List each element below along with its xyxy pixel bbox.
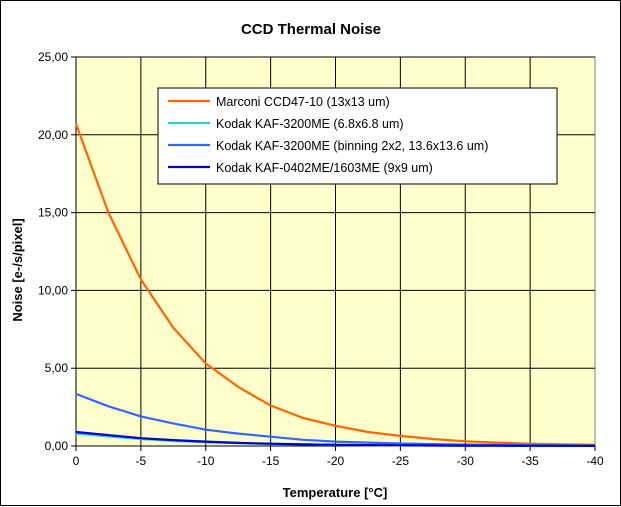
x-tick-label: -40 <box>586 454 604 468</box>
x-tick-label: -25 <box>392 454 410 468</box>
x-tick-label: -30 <box>457 454 475 468</box>
y-tick-label: 15,00 <box>38 206 68 220</box>
y-axis-label: Noise [e-/s/pixel] <box>10 218 25 321</box>
x-axis-label: Temperature [°C] <box>283 485 388 500</box>
x-tick-label: -15 <box>262 454 280 468</box>
series-line-3 <box>75 430 596 447</box>
legend-label: Kodak KAF-3200ME (6.8x6.8 um) <box>216 117 404 131</box>
legend-label: Marconi CCD47-10 (13x13 um) <box>216 95 390 109</box>
chart-title: CCD Thermal Noise <box>241 21 381 38</box>
x-tick-label: -35 <box>521 454 539 468</box>
x-tick-label: 0 <box>73 454 80 468</box>
y-tick-label: 0,00 <box>45 439 69 453</box>
series-line-0 <box>74 123 596 446</box>
legend-box <box>157 87 558 185</box>
y-tick-label: 5,00 <box>45 361 69 375</box>
x-tick-label: -10 <box>197 454 215 468</box>
y-tick-label: 20,00 <box>38 128 68 142</box>
legend-label: Kodak KAF-3200ME (binning 2x2, 13.6x13.6… <box>216 139 488 153</box>
legend-label: Kodak KAF-0402ME/1603ME (9x9 um) <box>216 161 433 175</box>
x-tick-label: -20 <box>327 454 345 468</box>
y-tick-label: 25,00 <box>38 50 68 64</box>
y-tick-label: 10,00 <box>38 283 68 297</box>
x-tick-label: -5 <box>136 454 147 468</box>
